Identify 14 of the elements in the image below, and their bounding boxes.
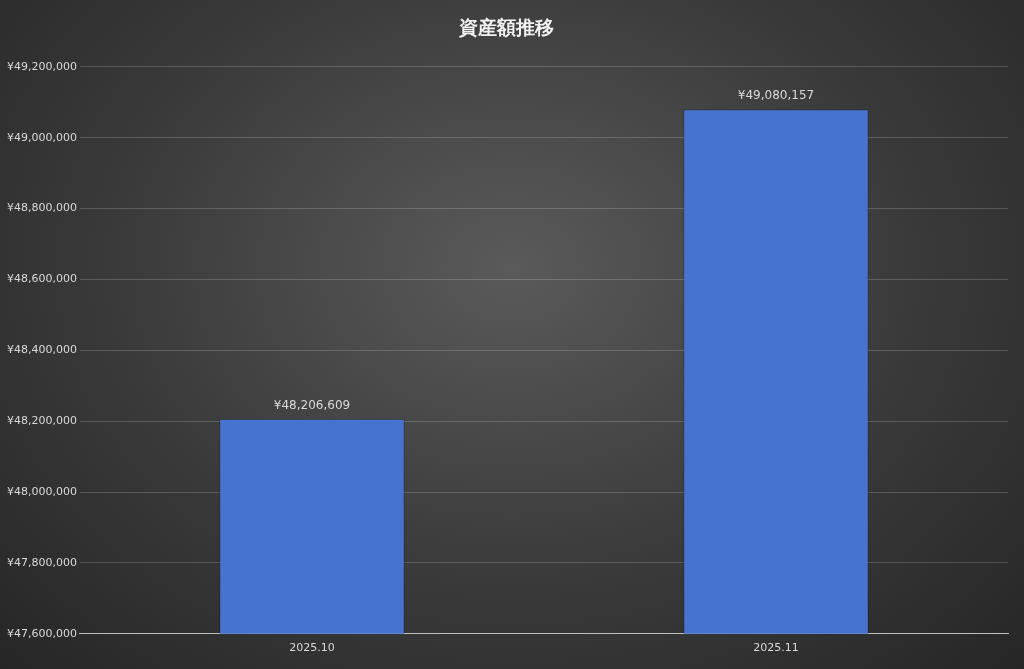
chart-title: 資産額推移 <box>457 16 554 39</box>
y-tick-label: ¥48,200,000 <box>7 414 77 428</box>
y-tick-label: ¥48,800,000 <box>7 201 77 215</box>
y-tick-label: ¥49,200,000 <box>7 59 77 73</box>
data-label: ¥49,080,157 <box>737 88 815 103</box>
y-tick-label: ¥48,000,000 <box>7 484 77 498</box>
y-tick-label: ¥47,800,000 <box>7 555 77 569</box>
y-tick-label: ¥48,400,000 <box>7 343 77 357</box>
data-label: ¥48,206,609 <box>273 397 351 412</box>
y-tick-label: ¥48,600,000 <box>7 272 77 286</box>
x-tick-label: 2025.11 <box>753 641 799 655</box>
y-tick-label: ¥49,000,000 <box>7 130 77 144</box>
x-tick-label: 2025.10 <box>289 641 335 655</box>
y-tick-label: ¥47,600,000 <box>7 626 77 640</box>
